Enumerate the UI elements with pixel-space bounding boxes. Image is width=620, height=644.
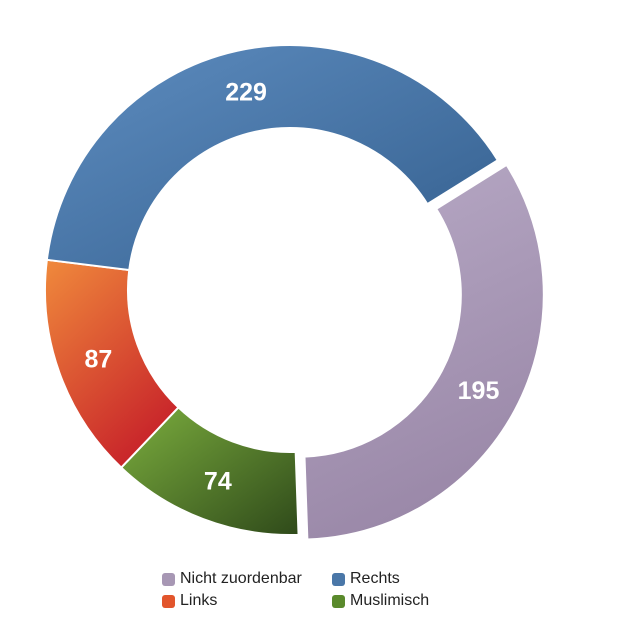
data-label-muslimisch: 74: [204, 467, 232, 495]
slice-nicht-zuordenbar: [303, 163, 545, 541]
legend-item-rechts: Rechts: [332, 570, 482, 588]
legend-item-muslimisch: Muslimisch: [332, 592, 482, 610]
legend-swatch: [332, 594, 345, 608]
legend-item-links: Links: [162, 592, 332, 610]
data-label-rechts: 229: [225, 78, 267, 106]
legend-label: Nicht zuordenbar: [180, 570, 302, 587]
legend-label: Muslimisch: [350, 592, 430, 609]
legend-swatch: [332, 572, 345, 586]
legend-swatch: [162, 594, 175, 608]
data-label-nicht-zuordenbar: 195: [458, 377, 500, 405]
slice-rechts: [45, 44, 500, 272]
legend: Nicht zuordenbar Rechts Links Muslimisch: [162, 570, 482, 610]
legend-swatch: [162, 572, 175, 586]
legend-item-nicht-zuordenbar: Nicht zuordenbar: [162, 570, 332, 588]
data-label-links: 87: [84, 346, 112, 374]
legend-label: Links: [180, 592, 218, 609]
legend-label: Rechts: [350, 570, 400, 587]
